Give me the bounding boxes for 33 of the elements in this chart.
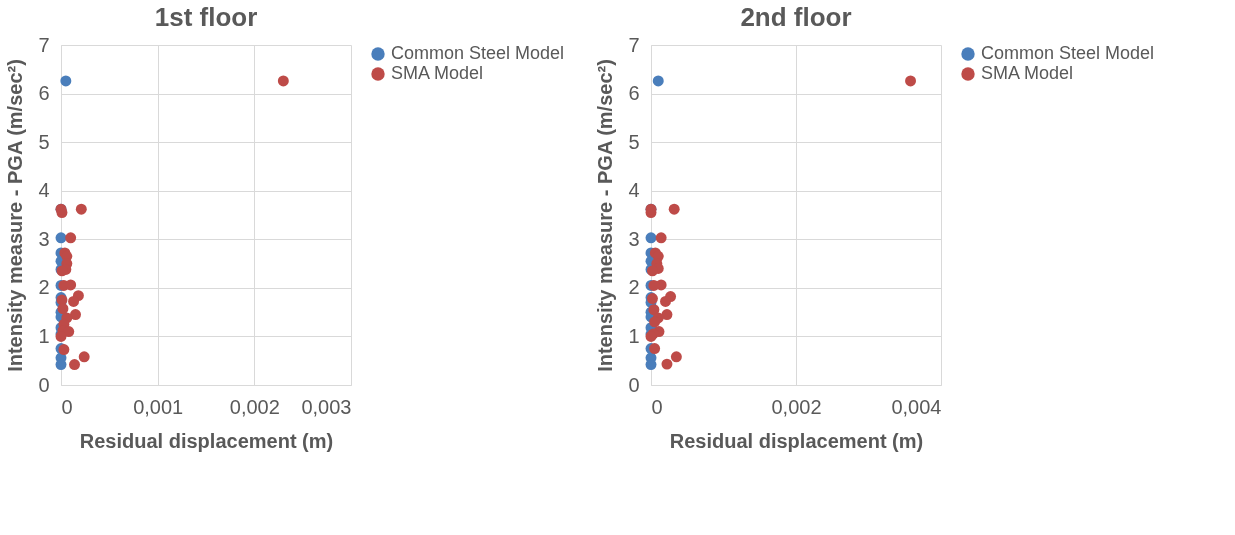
y-tick-label: 2: [628, 276, 640, 299]
y-tick-label: 1: [628, 324, 640, 347]
x-tick-label: 0: [61, 395, 73, 418]
chart-title: 1st floor: [154, 2, 258, 32]
y-tick-label: 4: [38, 179, 50, 202]
x-axis-title: Residual displacement (m): [79, 429, 334, 452]
legend-label: Common Steel Model: [391, 43, 565, 63]
chart-title: 2nd floor: [740, 2, 852, 32]
y-tick-label: 7: [628, 33, 640, 56]
y-tick-label: 5: [38, 130, 50, 153]
y-tick-label: 6: [628, 82, 640, 105]
y-tick-label: 3: [628, 227, 640, 250]
y-tick-label: 4: [628, 179, 640, 202]
x-tick-label: 0,001: [133, 395, 184, 418]
x-tick-label: 0,002: [229, 395, 280, 418]
y-tick-label: 0: [628, 373, 640, 396]
y-tick-label: 2: [38, 276, 50, 299]
y-tick-label: 1: [38, 324, 50, 347]
y-tick-label: 7: [38, 33, 50, 56]
legend-label: SMA Model: [981, 63, 1074, 83]
y-tick-label: 6: [38, 82, 50, 105]
x-tick-label: 0,002: [771, 395, 822, 418]
x-tick-label: 0: [651, 395, 663, 418]
y-axis-title: Intensity measure - PGA (m/sec²): [594, 59, 617, 372]
y-tick-label: 3: [38, 227, 50, 250]
x-tick-label: 0,004: [891, 395, 942, 418]
x-axis-title: Residual displacement (m): [669, 429, 924, 452]
legend-label: Common Steel Model: [981, 43, 1155, 63]
y-tick-label: 5: [628, 130, 640, 153]
y-axis-title: Intensity measure - PGA (m/sec²): [4, 59, 27, 372]
y-tick-label: 0: [38, 373, 50, 396]
x-tick-label: 0,003: [301, 395, 352, 418]
legend-label: SMA Model: [391, 63, 484, 83]
